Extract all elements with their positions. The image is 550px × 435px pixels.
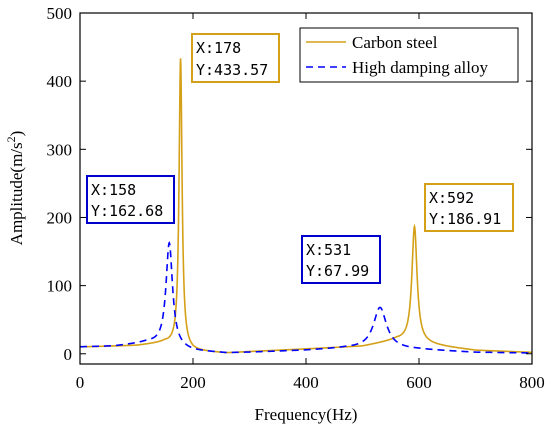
x-tick-label: 400 <box>293 373 319 392</box>
y-tick-label: 200 <box>47 208 73 227</box>
legend: Carbon steel High damping alloy <box>299 27 519 83</box>
legend-label-carbon-steel: Carbon steel <box>352 33 438 52</box>
x-tick-label: 0 <box>76 373 85 392</box>
annotation-x-label: X:158 <box>91 181 136 199</box>
annotation-x-label: X:531 <box>306 241 351 259</box>
x-tick-label: 200 <box>180 373 206 392</box>
annotation-y-label: Y:186.91 <box>429 210 501 228</box>
annotation-peak-178: X:178 Y:433.57 <box>191 33 280 83</box>
annotation-peak-592: X:592 Y:186.91 <box>424 183 514 232</box>
annotation-box <box>301 235 381 284</box>
annotation-box <box>424 183 514 232</box>
axis-ticks <box>79 12 533 364</box>
y-tick-label: 300 <box>47 140 73 159</box>
annotation-y-label: Y:433.57 <box>196 61 268 79</box>
annotation-x-label: X:592 <box>429 189 474 207</box>
series-line-high-damping-alloy <box>79 241 532 354</box>
y-tick-label: 0 <box>64 345 73 364</box>
y-axis-label-sup: 2 <box>4 136 18 142</box>
annotation-y-label: Y:162.68 <box>91 202 163 220</box>
annotation-box <box>191 33 280 83</box>
series-line-carbon-steel <box>79 58 533 354</box>
annotation-peak-158: X:158 Y:162.68 <box>86 175 175 224</box>
y-tick-label: 400 <box>47 72 73 91</box>
y-tick-label: 100 <box>47 277 73 296</box>
y-axis-label-main: Amplitude(m/s <box>7 142 26 245</box>
y-tick-label: 500 <box>47 4 73 23</box>
annotation-box <box>86 175 175 224</box>
y-axis-label-close: ) <box>7 131 26 137</box>
legend-box <box>299 27 519 83</box>
x-axis-label: Frequency(Hz) <box>255 405 358 424</box>
annotation-x-label: X:178 <box>196 39 241 57</box>
x-tick-label: 600 <box>406 373 432 392</box>
tick-labels: 0 200 400 600 800 0 100 200 300 400 500 <box>47 4 545 392</box>
legend-label-high-damping-alloy: High damping alloy <box>352 58 488 77</box>
x-tick-label: 800 <box>519 373 545 392</box>
annotation-y-label: Y:67.99 <box>306 262 369 280</box>
annotation-peak-531: X:531 Y:67.99 <box>301 235 381 284</box>
y-axis-label: Amplitude(m/s2) <box>4 131 26 246</box>
